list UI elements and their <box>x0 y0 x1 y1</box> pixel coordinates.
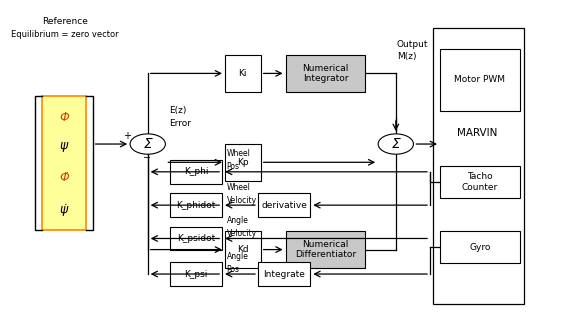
Text: Pos: Pos <box>227 265 240 274</box>
Text: Numerical
Integrator: Numerical Integrator <box>302 64 348 83</box>
Text: Wheel: Wheel <box>227 149 251 158</box>
Circle shape <box>378 134 413 154</box>
Circle shape <box>130 134 166 154</box>
Bar <box>170 193 222 217</box>
Bar <box>286 231 366 268</box>
Text: Angle: Angle <box>227 216 248 225</box>
Text: Ki: Ki <box>239 69 247 78</box>
Text: Numerical
Differentiator: Numerical Differentiator <box>295 240 356 259</box>
Bar <box>258 262 310 286</box>
Text: Σ: Σ <box>392 137 400 151</box>
Text: Σ: Σ <box>143 137 152 151</box>
Bar <box>225 231 260 268</box>
Text: Output: Output <box>397 39 428 48</box>
Text: Gyro: Gyro <box>469 243 490 252</box>
Text: Pos: Pos <box>227 162 240 172</box>
Bar <box>42 97 86 230</box>
Text: K_psi: K_psi <box>184 269 208 278</box>
Text: K_psidot: K_psidot <box>177 234 215 243</box>
Text: ψ: ψ <box>60 139 68 151</box>
Bar <box>170 226 222 250</box>
Text: K_phidot: K_phidot <box>177 201 216 210</box>
Bar <box>440 231 520 263</box>
Text: Wheel: Wheel <box>227 183 251 192</box>
Text: Integrate: Integrate <box>263 269 305 278</box>
Text: Velocity: Velocity <box>227 229 256 238</box>
Text: Kp: Kp <box>237 158 248 167</box>
Text: Kd: Kd <box>237 245 248 254</box>
Bar <box>434 28 524 304</box>
Bar <box>225 144 260 181</box>
Text: −: − <box>143 152 151 162</box>
Bar <box>258 193 310 217</box>
Text: Velocity: Velocity <box>227 196 256 205</box>
Bar <box>440 166 520 198</box>
Text: derivative: derivative <box>261 201 307 210</box>
Text: Error: Error <box>168 119 191 128</box>
Bar <box>440 49 520 111</box>
Text: Φ: Φ <box>59 110 69 124</box>
Text: Angle: Angle <box>227 252 248 261</box>
Bar <box>225 55 260 92</box>
Text: E(z): E(z) <box>168 106 186 115</box>
Text: Motor PWM: Motor PWM <box>454 75 505 84</box>
Text: M(z): M(z) <box>397 52 416 61</box>
Text: Φ̇: Φ̇ <box>59 171 69 184</box>
Text: Reference: Reference <box>42 17 88 26</box>
Text: Tacho
Counter: Tacho Counter <box>462 172 498 192</box>
Text: MARVIN: MARVIN <box>457 128 497 138</box>
Bar <box>42 97 86 230</box>
Text: Equilibrium = zero vector: Equilibrium = zero vector <box>12 30 119 39</box>
Bar <box>170 160 222 184</box>
Bar <box>170 262 222 286</box>
Bar <box>286 55 366 92</box>
Text: ψ̇: ψ̇ <box>60 203 68 216</box>
Text: K_phi: K_phi <box>184 167 208 176</box>
Text: +: + <box>124 131 132 141</box>
